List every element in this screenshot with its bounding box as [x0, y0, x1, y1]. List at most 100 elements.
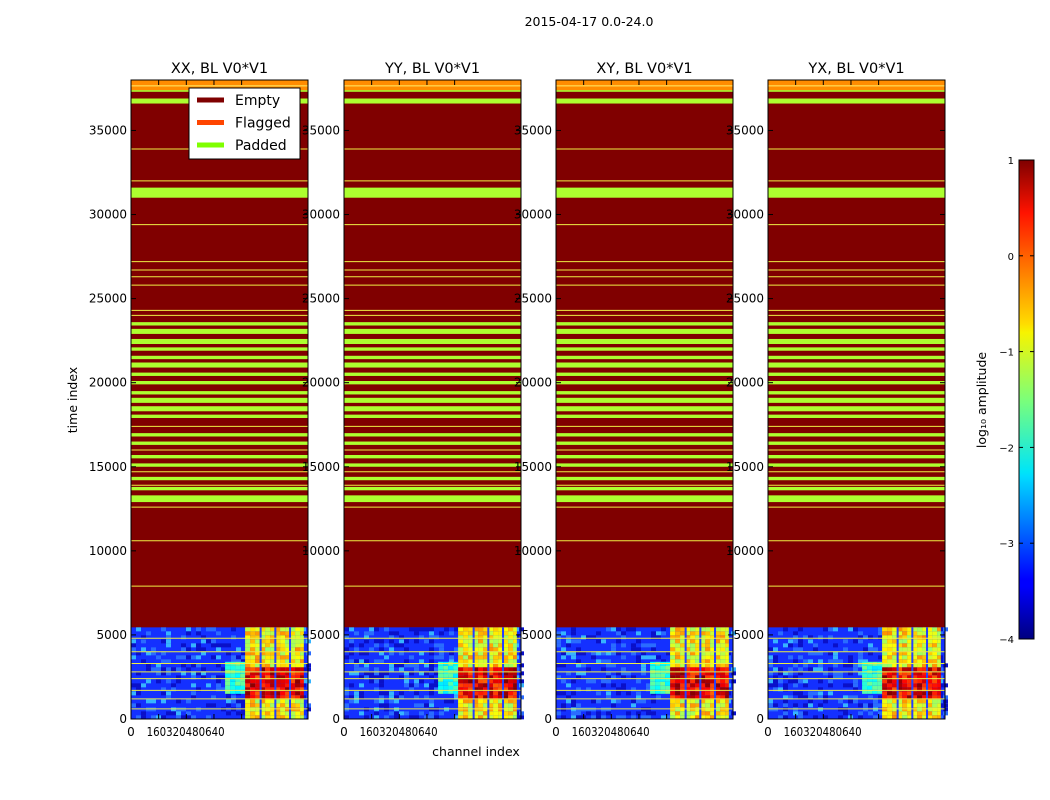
- active-cell: [275, 627, 281, 632]
- active-cell: [705, 711, 711, 716]
- active-cell: [892, 627, 898, 632]
- active-cell: [483, 635, 489, 640]
- active-cell: [463, 655, 469, 660]
- active-cell: [897, 647, 903, 652]
- active-cell: [255, 703, 261, 708]
- noise-cell: [581, 635, 586, 640]
- active-cell: [670, 667, 676, 672]
- active-cell: [670, 631, 676, 636]
- active-cell: [675, 715, 681, 720]
- active-cell: [503, 635, 509, 640]
- active-cell: [270, 679, 276, 684]
- active-cell: [488, 667, 494, 672]
- active-cell: [680, 667, 686, 672]
- active-cell: [675, 635, 681, 640]
- padded-band: [768, 381, 945, 385]
- noise-cell: [601, 679, 606, 684]
- active-cell: [902, 631, 908, 636]
- active-cell: [483, 687, 489, 692]
- active-cell: [927, 683, 933, 688]
- noise-cell: [651, 647, 656, 652]
- active-cell: [690, 699, 696, 704]
- noise-cell: [571, 639, 576, 644]
- active-cell: [488, 687, 494, 692]
- noise-cell: [848, 699, 853, 704]
- noise-cell: [424, 683, 429, 688]
- active-cell: [725, 691, 729, 696]
- active-cell: [280, 639, 286, 644]
- fringe-cell: [872, 665, 878, 670]
- noise-cell: [621, 675, 626, 680]
- padded-band: [768, 495, 945, 503]
- padded-band: [768, 187, 945, 198]
- active-cell: [705, 659, 711, 664]
- noise-cell: [191, 655, 196, 660]
- active-cell: [695, 655, 701, 660]
- active-cell: [932, 631, 938, 636]
- padded-band: [556, 90, 733, 92]
- noise-cell: [409, 715, 414, 720]
- active-cell: [927, 695, 933, 700]
- active-cell: [300, 635, 304, 640]
- padded-band: [556, 98, 733, 104]
- active-cell: [493, 703, 499, 708]
- active-cell: [468, 711, 474, 716]
- noise-cell: [409, 683, 414, 688]
- active-cell: [927, 711, 933, 716]
- active-cell: [882, 715, 888, 720]
- noise-cell: [216, 647, 221, 652]
- active-cell: [710, 655, 716, 660]
- x-tick-labels-crowded: 160320480640: [784, 725, 862, 739]
- active-cell: [290, 687, 296, 692]
- active-cell: [468, 659, 474, 664]
- noise-cell: [131, 703, 136, 708]
- active-cell: [922, 703, 928, 708]
- active-cell: [725, 659, 729, 664]
- fringe-cell: [862, 665, 868, 670]
- active-cell: [917, 703, 923, 708]
- noise-cell: [161, 651, 166, 656]
- active-cell: [887, 651, 893, 656]
- noise-cell: [186, 715, 191, 720]
- fringe-cell: [225, 677, 231, 682]
- fringe-cell: [655, 685, 661, 690]
- fringe-cell: [655, 689, 661, 694]
- noise-cell: [793, 663, 798, 668]
- active-cell: [250, 711, 256, 716]
- colorbar-tick-label: −2: [999, 443, 1014, 454]
- noise-cell: [813, 691, 818, 696]
- noise-cell: [369, 671, 374, 676]
- active-cell: [675, 655, 681, 660]
- active-cell: [270, 687, 276, 692]
- active-cell: [478, 635, 484, 640]
- active-cell: [705, 631, 711, 636]
- active-cell: [897, 671, 903, 676]
- active-cell: [680, 663, 686, 668]
- padded-band: [344, 98, 521, 104]
- y-tick-label: 35000: [302, 123, 340, 137]
- noise-cell: [818, 663, 823, 668]
- padded-band: [344, 322, 521, 326]
- active-cell: [488, 691, 494, 696]
- y-tick-label: 10000: [726, 544, 764, 558]
- noise-cell: [201, 639, 206, 644]
- active-cell: [927, 703, 933, 708]
- noise-cell: [853, 639, 858, 644]
- active-cell: [300, 643, 304, 648]
- fringe-cell: [438, 677, 444, 682]
- padded-band: [556, 495, 733, 503]
- active-cell: [295, 659, 301, 664]
- noise-cell: [141, 715, 146, 720]
- padded-band: [344, 372, 521, 376]
- active-cell: [275, 691, 281, 696]
- active-cell: [887, 655, 893, 660]
- active-cell: [255, 655, 261, 660]
- active-cell: [892, 651, 898, 656]
- active-cell: [882, 627, 888, 632]
- active-cell: [483, 699, 489, 704]
- y-tick-label: 0: [544, 712, 552, 726]
- active-cell: [685, 627, 691, 632]
- noise-cell: [571, 715, 576, 720]
- active-cell: [270, 655, 276, 660]
- noise-cell: [636, 639, 641, 644]
